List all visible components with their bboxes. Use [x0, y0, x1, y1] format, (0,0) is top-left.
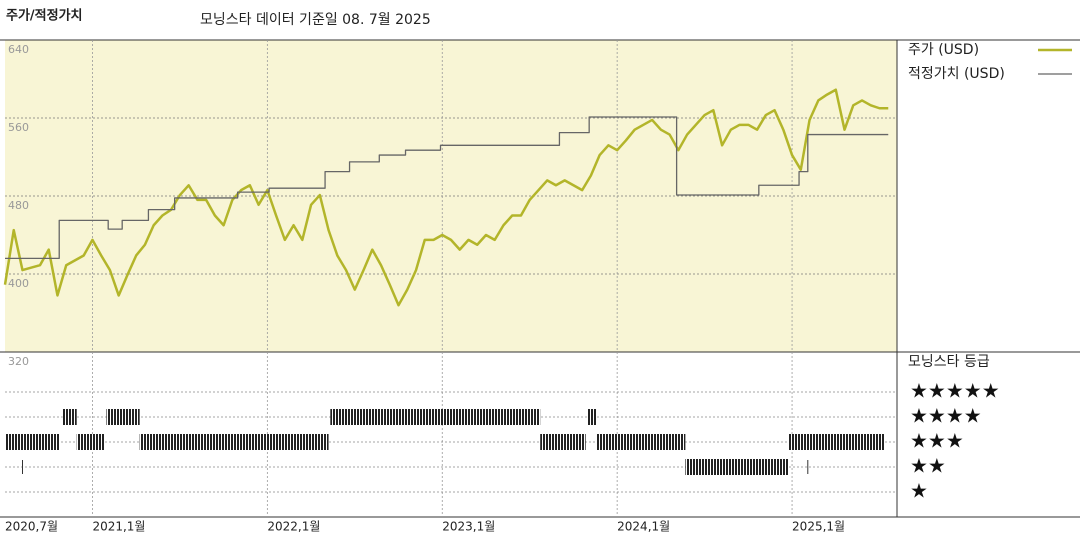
star-label: ★★★★★ — [910, 379, 1000, 403]
star-label: ★★★★ — [910, 404, 982, 428]
rating-bar — [5, 434, 60, 450]
series-line — [5, 116, 889, 260]
x-tick-label: 2020,7월 — [5, 520, 58, 534]
chart-subtitle: 모닝스타 데이터 기준일 08. 7월 2025 — [200, 12, 431, 28]
rating-bar — [587, 409, 597, 425]
star-label: ★★★ — [910, 429, 964, 453]
rating-bar — [685, 459, 789, 475]
rating-bar — [76, 434, 105, 450]
rating-bar — [139, 434, 329, 450]
rating-bar — [540, 434, 586, 450]
series-line — [3, 88, 889, 307]
legend-label: 주가 (USD) — [908, 42, 979, 58]
y-tick-label: 560 — [8, 121, 29, 134]
y-tick-label: 640 — [8, 43, 29, 56]
rating-bar — [62, 409, 77, 425]
chart-title: 주가/적정가치 — [6, 8, 83, 24]
rating-bar — [106, 409, 140, 425]
y-tick-label: 400 — [8, 277, 29, 290]
y-tick-label: 480 — [8, 199, 29, 212]
star-label: ★★ — [910, 454, 946, 478]
y-tick-label: 320 — [8, 355, 29, 368]
star-label: ★ — [910, 479, 928, 503]
rating-bar — [330, 409, 541, 425]
x-tick-label: 2022,1월 — [267, 520, 320, 534]
rating-bar — [788, 434, 885, 450]
rating-title: 모닝스타 등급 — [908, 354, 990, 370]
legend-label: 적정가치 (USD) — [908, 66, 1005, 82]
x-tick-label: 2025,1월 — [792, 520, 845, 534]
rating-bar — [596, 434, 686, 450]
x-tick-label: 2021,1월 — [92, 520, 145, 534]
x-tick-label: 2024,1월 — [617, 520, 670, 534]
x-tick-label: 2023,1월 — [442, 520, 495, 534]
